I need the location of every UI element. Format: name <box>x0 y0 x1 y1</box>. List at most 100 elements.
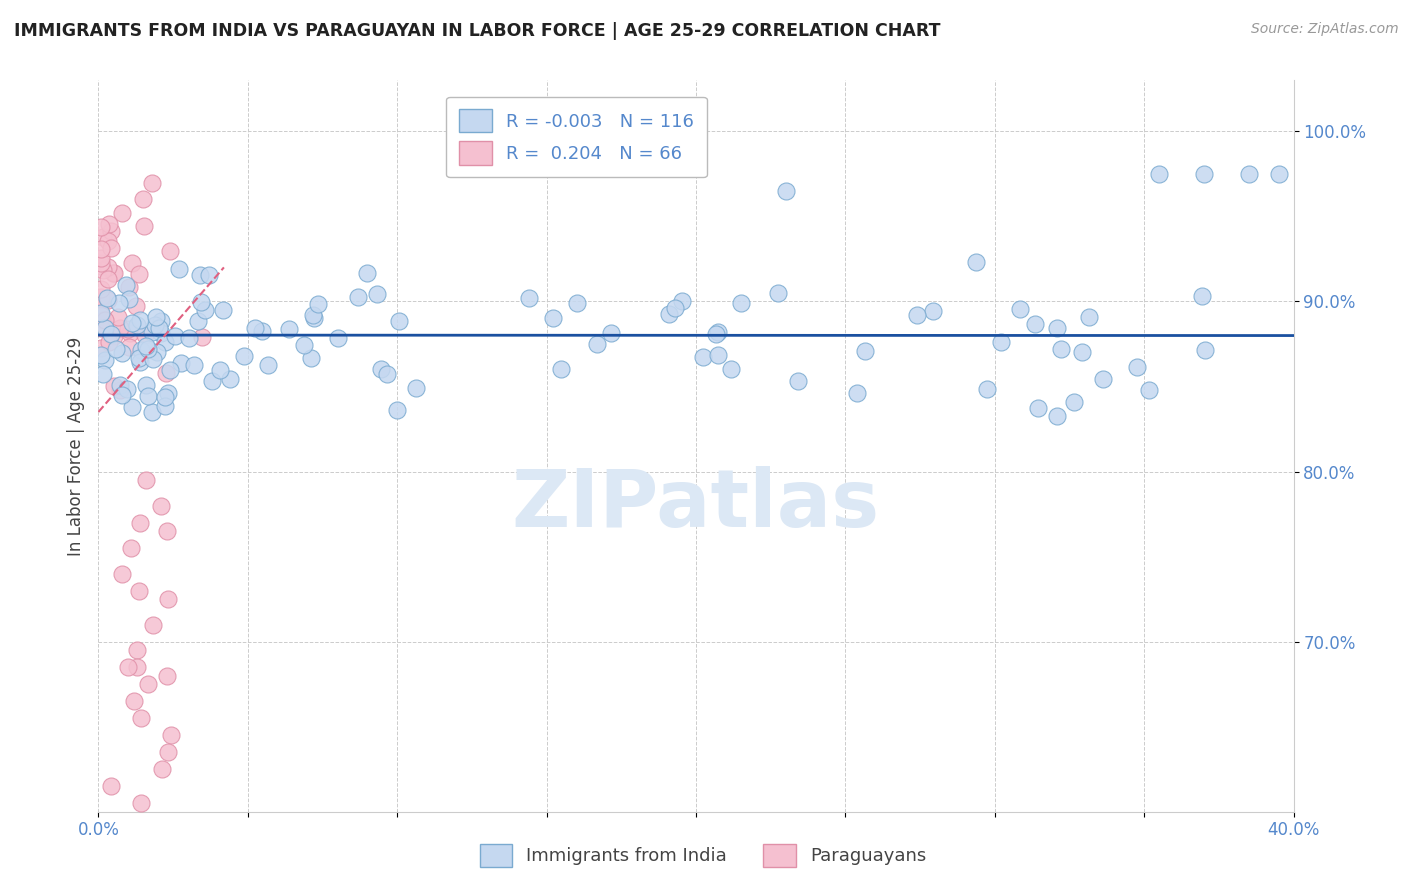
Point <box>233 349 256 363</box>
Point <box>159 363 181 377</box>
Point <box>128 583 150 598</box>
Point <box>149 313 172 327</box>
Point <box>1028 401 1050 416</box>
Point <box>143 318 166 333</box>
Point <box>125 643 148 657</box>
Point <box>111 388 134 402</box>
Point <box>111 346 134 360</box>
Point <box>704 327 727 342</box>
Point <box>91 230 114 244</box>
Point <box>307 296 329 310</box>
Point <box>94 353 117 368</box>
Point <box>131 796 153 810</box>
Point <box>103 329 125 343</box>
Point <box>243 320 266 334</box>
Point <box>292 338 315 352</box>
Point <box>1192 167 1215 181</box>
Point <box>120 541 142 555</box>
Point <box>302 308 325 322</box>
Point <box>1091 372 1114 386</box>
Point <box>135 473 157 487</box>
Point <box>110 384 132 398</box>
Point <box>108 378 131 392</box>
Point <box>91 262 114 277</box>
Point <box>720 362 742 376</box>
Point <box>156 385 179 400</box>
Point <box>1010 302 1032 317</box>
Point <box>186 313 208 327</box>
Point <box>1046 320 1069 334</box>
Point <box>1237 167 1260 181</box>
Point <box>90 320 112 334</box>
Point <box>90 255 112 269</box>
Point <box>388 314 411 328</box>
Point <box>156 668 179 682</box>
Point <box>194 303 217 318</box>
Point <box>1078 310 1101 324</box>
Point <box>148 321 170 335</box>
Point <box>135 339 157 353</box>
Point <box>145 310 167 324</box>
Point <box>132 192 155 206</box>
Point <box>658 307 681 321</box>
Point <box>136 343 159 357</box>
Point <box>190 330 212 344</box>
Point <box>118 326 141 341</box>
Point <box>136 677 159 691</box>
Point <box>159 244 181 258</box>
Point <box>90 219 112 234</box>
Point <box>1050 342 1073 356</box>
Point <box>142 617 165 632</box>
Point <box>299 351 322 365</box>
Point <box>1147 167 1170 181</box>
Text: ZIPatlas: ZIPatlas <box>512 466 880 543</box>
Point <box>707 325 730 339</box>
Point <box>127 318 149 332</box>
Point <box>976 382 998 396</box>
Point <box>155 367 177 381</box>
Point <box>145 345 167 359</box>
Point <box>188 268 211 282</box>
Point <box>990 335 1012 350</box>
Point <box>129 711 152 725</box>
Point <box>128 516 150 530</box>
Point <box>211 302 233 317</box>
Point <box>118 340 141 354</box>
Point <box>170 356 193 370</box>
Point <box>256 358 278 372</box>
Point <box>90 242 112 256</box>
Point <box>100 326 122 341</box>
Point <box>707 348 730 362</box>
Point <box>405 381 427 395</box>
Point <box>121 255 143 269</box>
Point <box>118 293 141 307</box>
Point <box>387 403 409 417</box>
Legend: R = -0.003   N = 116, R =  0.204   N = 66: R = -0.003 N = 116, R = 0.204 N = 66 <box>447 96 706 178</box>
Point <box>97 293 120 307</box>
Point <box>118 279 141 293</box>
Point <box>121 401 143 415</box>
Point <box>541 310 564 325</box>
Point <box>90 282 112 296</box>
Text: IMMIGRANTS FROM INDIA VS PARAGUAYAN IN LABOR FORCE | AGE 25-29 CORRELATION CHART: IMMIGRANTS FROM INDIA VS PARAGUAYAN IN L… <box>14 22 941 40</box>
Point <box>922 304 945 318</box>
Point <box>136 389 159 403</box>
Point <box>100 779 122 793</box>
Point <box>157 745 180 759</box>
Point <box>366 286 388 301</box>
Point <box>302 310 325 325</box>
Legend: Immigrants from India, Paraguayans: Immigrants from India, Paraguayans <box>472 837 934 874</box>
Point <box>128 351 150 366</box>
Point <box>90 348 112 362</box>
Point <box>103 266 125 280</box>
Point <box>218 372 240 386</box>
Point <box>775 184 797 198</box>
Point <box>117 382 139 396</box>
Point <box>347 290 370 304</box>
Text: Source: ZipAtlas.com: Source: ZipAtlas.com <box>1251 22 1399 37</box>
Point <box>141 405 163 419</box>
Point <box>98 335 121 350</box>
Point <box>141 176 163 190</box>
Point <box>90 251 112 265</box>
Point <box>156 592 179 607</box>
